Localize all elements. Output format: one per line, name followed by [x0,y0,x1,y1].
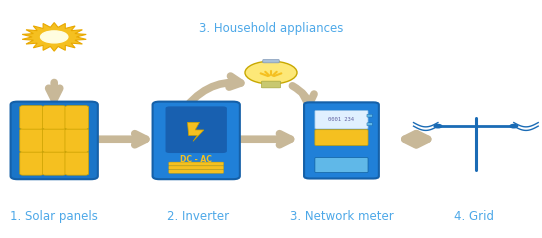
FancyBboxPatch shape [263,60,279,63]
FancyBboxPatch shape [42,152,66,175]
FancyBboxPatch shape [65,106,89,129]
FancyBboxPatch shape [42,129,66,152]
FancyBboxPatch shape [11,102,98,179]
Circle shape [434,124,442,128]
FancyBboxPatch shape [261,81,281,88]
FancyBboxPatch shape [65,152,89,175]
FancyBboxPatch shape [165,106,227,153]
Polygon shape [22,23,86,51]
Text: DC - AC: DC - AC [180,155,212,164]
FancyBboxPatch shape [65,129,89,152]
FancyBboxPatch shape [169,162,224,166]
Text: 1. Solar panels: 1. Solar panels [10,210,98,223]
FancyBboxPatch shape [367,114,372,117]
FancyBboxPatch shape [367,123,372,126]
Circle shape [41,31,68,43]
FancyBboxPatch shape [42,106,66,129]
FancyBboxPatch shape [20,106,43,129]
FancyBboxPatch shape [315,158,368,173]
Polygon shape [188,122,204,141]
Text: 0001 234: 0001 234 [328,117,354,122]
Circle shape [245,61,297,84]
FancyBboxPatch shape [20,152,43,175]
Text: 4. Grid: 4. Grid [454,210,494,223]
FancyBboxPatch shape [315,130,368,145]
Circle shape [510,124,518,128]
FancyBboxPatch shape [169,170,224,173]
Text: 2. Inverter: 2. Inverter [167,210,229,223]
FancyBboxPatch shape [169,166,224,169]
FancyBboxPatch shape [304,102,379,178]
Text: 3. Network meter: 3. Network meter [289,210,393,223]
FancyBboxPatch shape [153,102,240,179]
Text: 3. Household appliances: 3. Household appliances [199,22,343,35]
FancyBboxPatch shape [20,129,43,152]
FancyBboxPatch shape [315,110,368,129]
